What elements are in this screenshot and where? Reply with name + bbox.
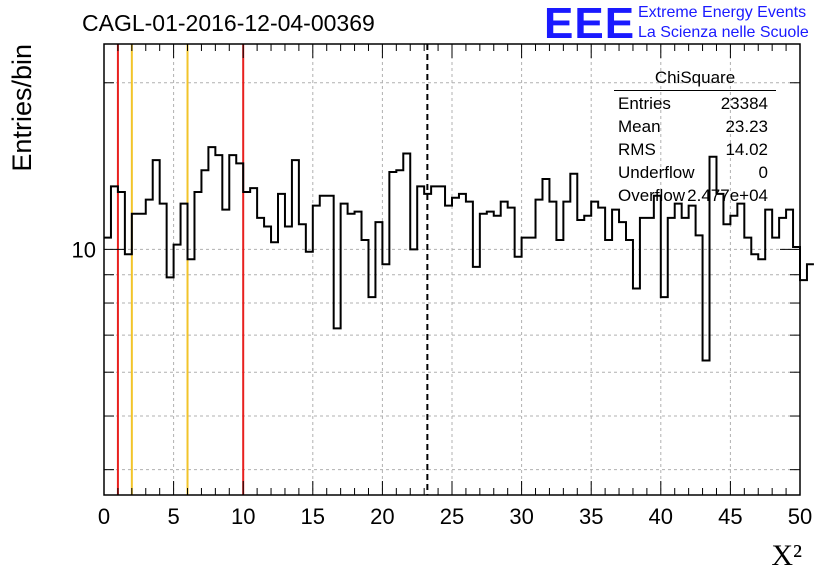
stats-value: 2.477e+04	[687, 186, 768, 205]
stats-label: Mean	[618, 117, 661, 136]
x-tick-label: 40	[649, 504, 673, 529]
stats-row-underflow: Underflow 0	[618, 163, 768, 187]
stats-row-overflow: Overflow 2.477e+04	[618, 186, 768, 210]
chart-title: CAGL-01-2016-12-04-00369	[82, 10, 375, 36]
eee-logo-line2: La Scienza nelle Scuole	[638, 24, 809, 41]
histogram-series	[104, 146, 814, 362]
stats-title: ChiSquare	[654, 68, 736, 87]
x-tick-label: 20	[370, 504, 394, 529]
stats-value: 14.02	[725, 140, 768, 159]
x-tick-label: 50	[788, 504, 812, 529]
stats-row-entries: Entries 23384	[618, 94, 768, 118]
x-tick-label: 15	[301, 504, 325, 529]
x-tick-label: 35	[579, 504, 603, 529]
x-tick-label: 0	[98, 504, 110, 529]
stats-row-mean: Mean 23.23	[618, 117, 768, 141]
y-axis-title: Entries/bin	[7, 44, 37, 172]
x-tick-label: 30	[509, 504, 533, 529]
axis-labels: 0 5 10 15 20 25 30 35 40 45 50 10 Entries/bin X²	[7, 44, 812, 572]
stats-label: Overflow	[618, 186, 686, 205]
stats-row-rms: RMS 14.02	[618, 140, 768, 164]
eee-logo-line1: Extreme Energy Events	[638, 4, 807, 21]
stats-box: ChiSquare Entries 23384 Mean 23.23 RMS 1…	[610, 68, 780, 208]
grid	[104, 44, 800, 495]
x-tick-label: 25	[440, 504, 464, 529]
eee-logo-mark: EEE	[544, 0, 636, 48]
y-tick-label: 10	[72, 237, 96, 262]
stats-label: RMS	[618, 140, 656, 159]
stats-value: 0	[758, 163, 768, 182]
histogram-line	[104, 146, 814, 362]
x-axis-title: X²	[771, 539, 802, 572]
stats-label: Underflow	[618, 163, 695, 182]
eee-logo: EEE Extreme Energy Events La Scienza nel…	[544, 2, 836, 46]
stats-rule	[614, 90, 776, 91]
stats-value: 23384	[720, 94, 768, 113]
x-tick-label: 5	[167, 504, 179, 529]
axis-ticks	[103, 44, 801, 495]
x-tick-label: 10	[231, 504, 255, 529]
stats-value: 23.23	[725, 117, 768, 136]
vertical-markers	[116, 44, 429, 495]
stats-label: Entries	[618, 94, 671, 113]
x-tick-label: 45	[718, 504, 742, 529]
